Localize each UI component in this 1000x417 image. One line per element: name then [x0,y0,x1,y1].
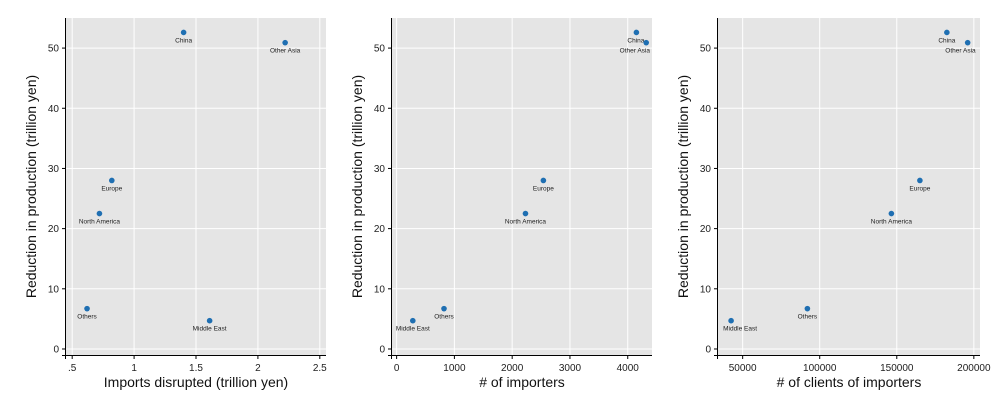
data-point [180,29,187,36]
y-tick-label: 0 [705,344,711,355]
data-point-label: Europe [101,185,122,192]
y-tick-label: 0 [379,344,385,355]
x-tick-label: 3000 [559,363,582,374]
data-point-label: North America [871,219,913,226]
data-point [96,210,103,217]
data-point-label: Other Asia [945,48,976,55]
y-tick-label: 20 [48,224,60,235]
data-point [643,39,650,46]
x-axis-title: # of clients of importers [777,374,922,390]
y-tick-label: 30 [700,164,712,175]
data-point-label: Middle East [193,326,227,333]
y-tick-label: 10 [374,284,386,295]
data-point [944,29,950,36]
data-point-label: Other Asia [620,48,651,55]
y-tick-label: 40 [48,104,60,115]
data-point-label: Others [434,314,454,321]
x-tick-label: 2000 [501,363,524,374]
y-axis-title: Reduction in production (trillion yen) [675,75,691,298]
plot-area [718,18,980,355]
data-point [410,317,416,324]
data-point [441,305,447,312]
y-tick-label: 0 [53,344,59,355]
data-point-label: Europe [909,185,930,192]
data-point [804,305,811,312]
x-tick-label: 2 [255,363,261,374]
x-tick-label: 100000 [803,363,837,374]
data-point [206,317,213,324]
data-point-label: China [938,37,955,44]
x-tick-label: 150000 [880,363,914,374]
y-tick-label: 50 [700,44,712,55]
x-tick-label: .5 [68,363,77,374]
y-tick-label: 30 [374,164,386,175]
data-point [84,305,90,312]
data-point [633,29,640,36]
y-tick-label: 40 [374,104,386,115]
data-point [522,210,529,217]
x-axis-title: # of importers [479,374,565,390]
x-tick-label: 1000 [443,363,466,374]
data-point [964,39,971,46]
data-point-label: Middle East [723,326,757,333]
data-point-label: North America [505,219,547,226]
x-tick-label: 4000 [617,363,640,374]
chart-panel-3: 50000 100000 150000 200000 0 10 20 30 40 50 # of c… [675,18,991,390]
data-point-label: North America [79,219,121,226]
y-axis-title: Reduction in production (trillion yen) [349,75,365,298]
chart-panel-2: 0 1000 2000 3000 4000 0 10 20 30 40 50 # of importe… [349,18,652,390]
data-point [109,177,115,184]
x-tick-label: 50000 [729,363,757,374]
y-tick-label: 40 [700,104,712,115]
y-tick-label: 50 [374,44,386,55]
data-point [728,317,734,324]
y-tick-label: 30 [48,164,60,175]
data-point [282,39,288,46]
y-tick-label: 10 [700,284,712,295]
data-point-label: Others [798,314,818,321]
data-point [540,177,547,184]
plot-area [392,18,652,355]
y-tick-label: 10 [48,284,60,295]
y-tick-label: 20 [700,224,712,235]
data-point [917,177,923,184]
x-tick-label: 0 [394,363,400,374]
data-point [888,210,895,217]
y-axis-title: Reduction in production (trillion yen) [23,75,39,298]
x-tick-label: 2.5 [313,363,327,374]
data-point-label: Other Asia [270,48,301,55]
data-point-label: China [175,37,192,44]
data-point-label: Europe [533,185,554,192]
data-point-label: China [627,37,644,44]
y-tick-label: 50 [48,44,60,55]
data-point-label: Others [77,314,97,321]
chart-panel-1: .5 1 1.5 2 2.5 0 10 20 30 40 50 Imports disrupted (… [23,18,327,390]
x-axis-title: Imports disrupted (trillion yen) [104,374,288,390]
y-tick-label: 20 [374,224,386,235]
x-tick-label: 200000 [957,363,991,374]
data-point-label: Middle East [396,326,430,333]
x-tick-label: 1.5 [189,363,203,374]
x-tick-label: 1 [131,363,137,374]
